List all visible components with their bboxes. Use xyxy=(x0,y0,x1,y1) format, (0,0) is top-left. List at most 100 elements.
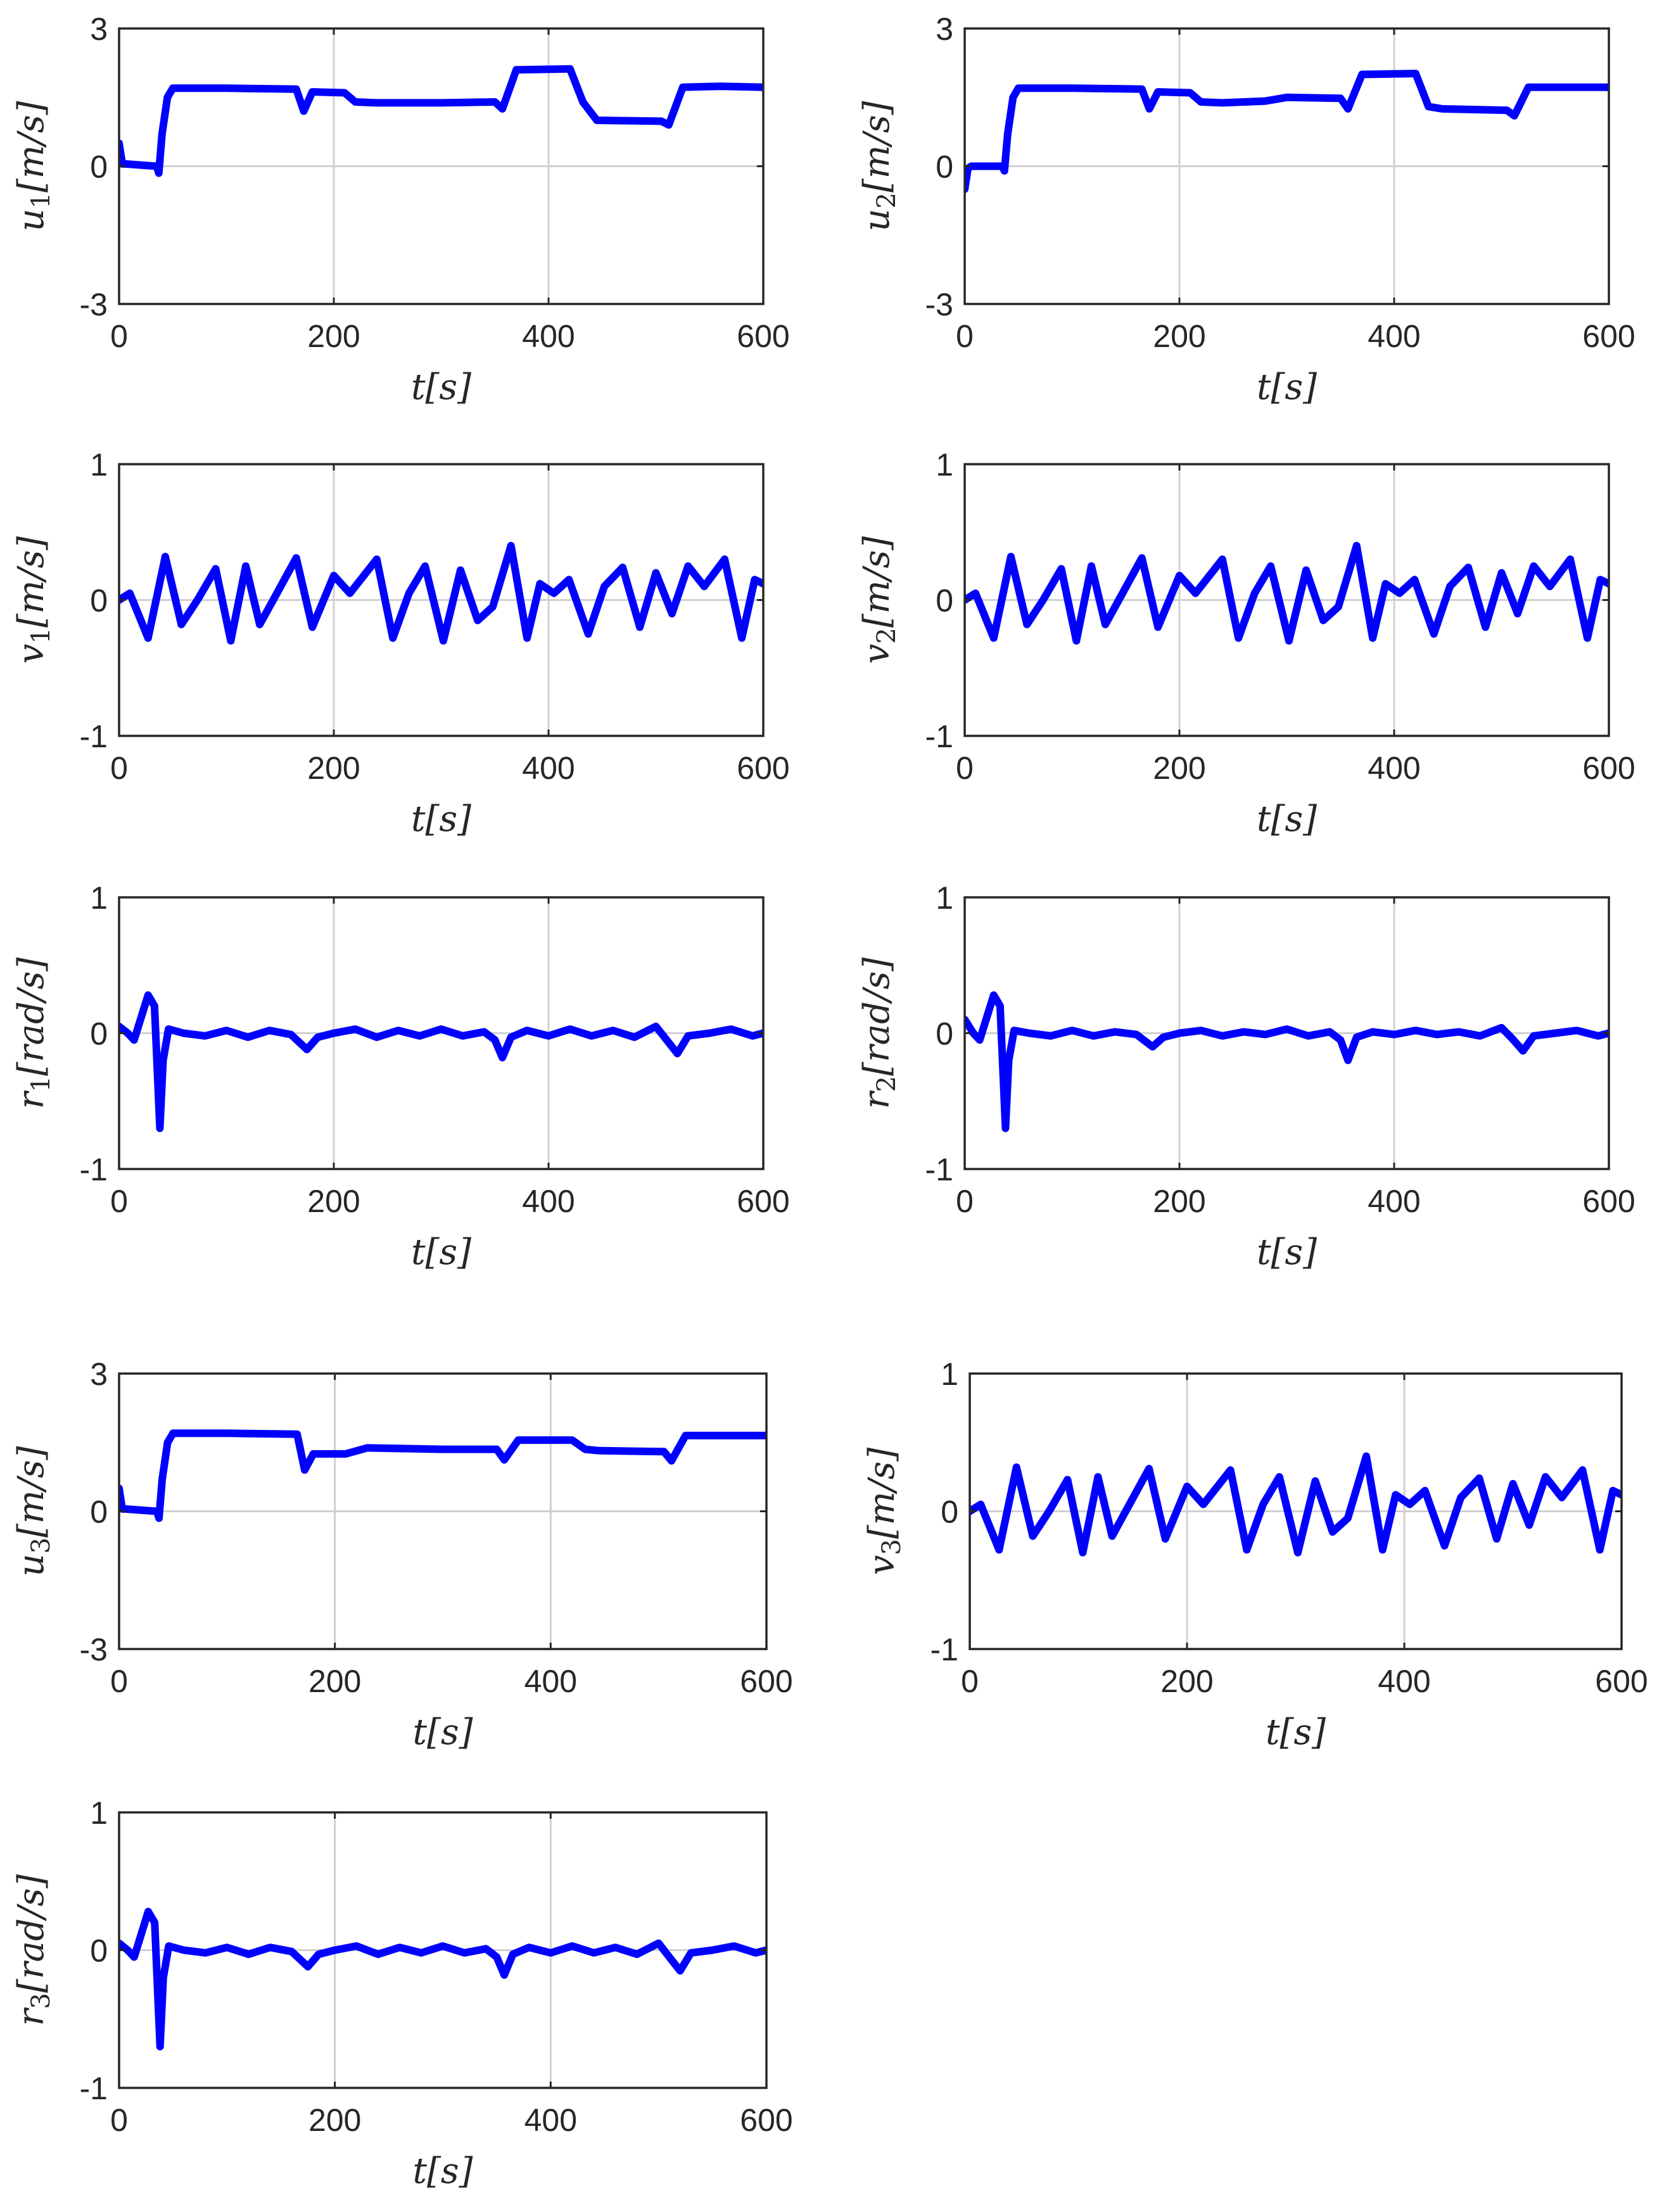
series-line xyxy=(970,1452,1622,1557)
series-line xyxy=(965,991,1609,1132)
x-tick-label: 0 xyxy=(961,1664,979,1699)
x-axis-label: t[s] xyxy=(1257,799,1317,840)
x-tick-label: 0 xyxy=(110,1184,128,1219)
x-tick-label: 600 xyxy=(740,2102,792,2138)
x-tick-label: 600 xyxy=(1582,319,1635,354)
series-line xyxy=(119,991,763,1132)
y-axis-label: v2[m/s] xyxy=(856,536,901,664)
series-line xyxy=(119,1907,766,2051)
x-tick-label: 200 xyxy=(308,1664,361,1699)
y-tick-label: 0 xyxy=(90,583,108,619)
x-tick-label: 200 xyxy=(1153,1184,1205,1219)
y-tick-label: 0 xyxy=(936,149,953,185)
x-tick-label: 0 xyxy=(110,1664,128,1699)
y-tick-label: -1 xyxy=(930,1632,958,1667)
y-tick-label: -1 xyxy=(925,719,953,754)
y-tick-label: 3 xyxy=(936,11,953,47)
series-line xyxy=(119,541,763,645)
y-axis-label: v1[m/s] xyxy=(11,536,56,664)
y-tick-label: 0 xyxy=(936,1016,953,1052)
x-tick-label: 0 xyxy=(110,2102,128,2138)
x-tick-label: 400 xyxy=(524,1664,577,1699)
y-tick-label: -1 xyxy=(80,719,108,754)
y-tick-label: 0 xyxy=(90,149,108,185)
y-axis-label: r1[rad/s] xyxy=(11,957,56,1109)
x-tick-label: 200 xyxy=(308,2102,361,2138)
y-tick-label: 1 xyxy=(936,880,953,916)
series-line xyxy=(119,65,763,177)
series-line xyxy=(965,541,1609,645)
y-tick-label: -3 xyxy=(80,287,108,322)
x-axis-label: t[s] xyxy=(411,367,471,408)
x-axis-label: t[s] xyxy=(411,799,471,840)
y-tick-label: -1 xyxy=(80,1152,108,1187)
y-axis-label: u3[m/s] xyxy=(11,1446,56,1576)
x-tick-label: 600 xyxy=(737,319,789,354)
x-axis-label: t[s] xyxy=(413,2151,473,2192)
x-tick-label: 600 xyxy=(1595,1664,1648,1699)
y-tick-label: -3 xyxy=(925,287,953,322)
x-axis-label: t[s] xyxy=(1257,367,1317,408)
x-tick-label: 400 xyxy=(1368,1184,1420,1219)
x-tick-label: 0 xyxy=(110,319,128,354)
y-axis-label: u2[m/s] xyxy=(856,101,901,231)
x-tick-label: 200 xyxy=(307,750,360,786)
x-tick-label: 600 xyxy=(737,1184,789,1219)
x-tick-label: 600 xyxy=(1582,1184,1635,1219)
y-tick-label: 0 xyxy=(941,1495,958,1530)
x-tick-label: 600 xyxy=(740,1664,792,1699)
x-tick-label: 600 xyxy=(737,750,789,786)
y-tick-label: 1 xyxy=(941,1356,958,1392)
x-tick-label: 400 xyxy=(1368,750,1420,786)
y-tick-label: 0 xyxy=(90,1016,108,1052)
y-tick-label: 1 xyxy=(90,880,108,916)
x-tick-label: 0 xyxy=(110,750,128,786)
y-tick-label: 0 xyxy=(90,1933,108,1969)
y-tick-label: -1 xyxy=(80,2071,108,2106)
series-line xyxy=(119,1429,766,1522)
x-tick-label: 0 xyxy=(956,750,974,786)
y-tick-label: 1 xyxy=(90,1795,108,1831)
y-tick-label: -1 xyxy=(925,1152,953,1187)
x-tick-label: 400 xyxy=(1378,1664,1430,1699)
x-tick-label: 200 xyxy=(307,319,360,354)
y-tick-label: 1 xyxy=(936,447,953,483)
y-tick-label: -3 xyxy=(80,1632,108,1667)
y-axis-label: v3[m/s] xyxy=(861,1448,906,1576)
x-tick-label: 400 xyxy=(522,319,575,354)
y-tick-label: 0 xyxy=(936,583,953,619)
y-tick-label: 1 xyxy=(90,447,108,483)
y-tick-label: 3 xyxy=(90,11,108,47)
y-tick-label: 3 xyxy=(90,1356,108,1392)
x-tick-label: 400 xyxy=(524,2102,577,2138)
y-axis-label: r3[rad/s] xyxy=(11,1874,56,2026)
x-axis-label: t[s] xyxy=(1266,1712,1326,1753)
x-tick-label: 200 xyxy=(1153,750,1205,786)
y-axis-label: u1[m/s] xyxy=(11,101,56,231)
x-tick-label: 400 xyxy=(522,750,575,786)
x-tick-label: 600 xyxy=(1582,750,1635,786)
x-tick-label: 400 xyxy=(522,1184,575,1219)
x-axis-label: t[s] xyxy=(1257,1232,1317,1273)
x-tick-label: 200 xyxy=(1160,1664,1213,1699)
x-tick-label: 0 xyxy=(956,1184,974,1219)
x-tick-label: 200 xyxy=(1153,319,1205,354)
x-tick-label: 0 xyxy=(956,319,974,354)
x-axis-label: t[s] xyxy=(413,1712,473,1753)
y-tick-label: 0 xyxy=(90,1495,108,1530)
series-line xyxy=(965,70,1609,193)
x-tick-label: 400 xyxy=(1368,319,1420,354)
x-tick-label: 200 xyxy=(307,1184,360,1219)
x-axis-label: t[s] xyxy=(411,1232,471,1273)
y-axis-label: r2[rad/s] xyxy=(856,957,901,1109)
